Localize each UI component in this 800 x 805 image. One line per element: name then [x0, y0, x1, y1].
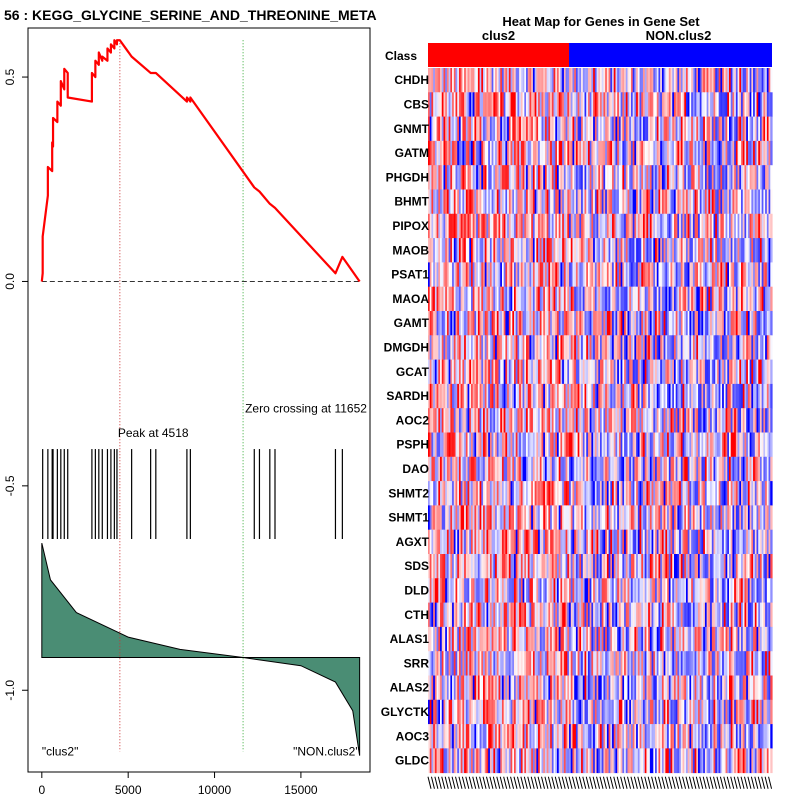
- y-axis: 0.5 0.0 -0.5 -1.0: [3, 68, 28, 700]
- heatmap-cell: [770, 117, 772, 142]
- enrichment-plot: 56 : KEGG_GLYCINE_SERINE_AND_THREONINE_M…: [3, 7, 377, 797]
- heatmap-cell: [770, 408, 772, 433]
- heatmap-cell: [770, 360, 772, 385]
- heatmap-cells: [428, 68, 773, 773]
- heatmap-row-agxt: [428, 530, 773, 555]
- heatmap-row-aoc2: [428, 408, 773, 433]
- heatmap-row-phgdh: [428, 165, 773, 190]
- heatmap-cell: [770, 384, 772, 409]
- heatmap-cell: [770, 311, 772, 336]
- heatmap-row-maoa: [428, 287, 773, 312]
- x-tick-label: 10000: [198, 783, 232, 797]
- heatmap-row-cth: [428, 603, 773, 628]
- heatmap-row-dmgdh: [428, 335, 773, 360]
- heatmap-cell: [770, 627, 772, 652]
- enrichment-score-line: [42, 40, 360, 281]
- heatmap-cell: [770, 335, 772, 360]
- heatmap-row-dao: [428, 457, 773, 482]
- ranked-metric-fill: [42, 543, 360, 756]
- x-tick-label: 15000: [284, 783, 318, 797]
- zero-crossing-label: Zero crossing at 11652: [245, 401, 367, 415]
- heatmap-cell: [770, 165, 772, 190]
- heatmap-row-shmt2: [428, 481, 773, 506]
- peak-label: Peak at 4518: [118, 426, 189, 440]
- heatmap-row-pipox: [428, 214, 773, 239]
- class-labels: clus2 NON.clus2: [482, 28, 712, 43]
- heatmap-cell: [770, 92, 772, 117]
- heatmap-cell: [770, 214, 772, 239]
- heatmap-row-gamt: [428, 311, 773, 336]
- x-tick-label: 5000: [115, 783, 142, 797]
- class-bar-non-clus2: [569, 43, 772, 67]
- heatmap-cell: [770, 190, 772, 215]
- heatmap-row-sardh: [428, 384, 773, 409]
- heatmap-row-dld: [428, 578, 773, 603]
- left-class-label: "clus2": [42, 745, 79, 759]
- y-tick-label: -0.5: [3, 475, 17, 496]
- heatmap-cell: [770, 554, 772, 579]
- x-axis: 0 5000 10000 15000: [38, 772, 317, 797]
- heatmap-cell: [770, 457, 772, 482]
- heatmap-cell: [770, 68, 772, 93]
- heatmap-cell: [770, 530, 772, 555]
- heatmap-cell: [770, 603, 772, 628]
- heatmap-row-gcat: [428, 360, 773, 385]
- class-label: NON.clus2: [646, 28, 712, 43]
- gene-hit-ticks: [43, 449, 343, 539]
- heatmap-row-sds: [428, 554, 773, 579]
- heatmap-row-srr: [428, 651, 773, 676]
- gene-heatmap: Heat Map for Genes in Gene Set clus2 NON.…: [381, 14, 773, 798]
- heatmap-cell: [770, 238, 772, 263]
- heatmap-cell: [770, 141, 772, 166]
- heatmap-row-shmt1: [428, 505, 773, 530]
- heatmap-row-chdh: [428, 68, 773, 93]
- class-bar: [428, 43, 772, 67]
- class-row-label: Class: [385, 49, 417, 63]
- heatmap-row-psat1: [428, 262, 773, 287]
- heatmap-cell: [770, 262, 772, 287]
- class-label: clus2: [482, 28, 515, 43]
- ranked-metric-area: [42, 543, 360, 756]
- heatmap-cell: [770, 481, 772, 506]
- x-tick-label: 0: [38, 783, 45, 797]
- heatmap-row-cbs: [428, 92, 773, 117]
- heatmap-row-bhmt: [428, 190, 773, 215]
- heatmap-row-psph: [428, 433, 773, 458]
- class-bar-clus2: [428, 43, 569, 67]
- heatmap-cell: [770, 578, 772, 603]
- enrichment-plot-title: 56 : KEGG_GLYCINE_SERINE_AND_THREONINE_M…: [4, 7, 377, 23]
- heatmap-cell: [770, 287, 772, 312]
- y-tick-label: -1.0: [3, 680, 17, 701]
- enrichment-score-curve: [42, 40, 360, 281]
- right-class-label: "NON.clus2": [293, 745, 360, 759]
- y-tick-label: 0.5: [3, 68, 17, 85]
- heatmap-row-gatm: [428, 141, 773, 166]
- heatmap-row-maob: [428, 238, 773, 263]
- y-tick-label: 0.0: [3, 273, 17, 290]
- heatmap-row-gnmt: [428, 117, 773, 142]
- heatmap-title: Heat Map for Genes in Gene Set: [502, 14, 700, 29]
- heatmap-cell: [770, 433, 772, 458]
- heatmap-row-alas1: [428, 627, 773, 652]
- heatmap-cell: [770, 505, 772, 530]
